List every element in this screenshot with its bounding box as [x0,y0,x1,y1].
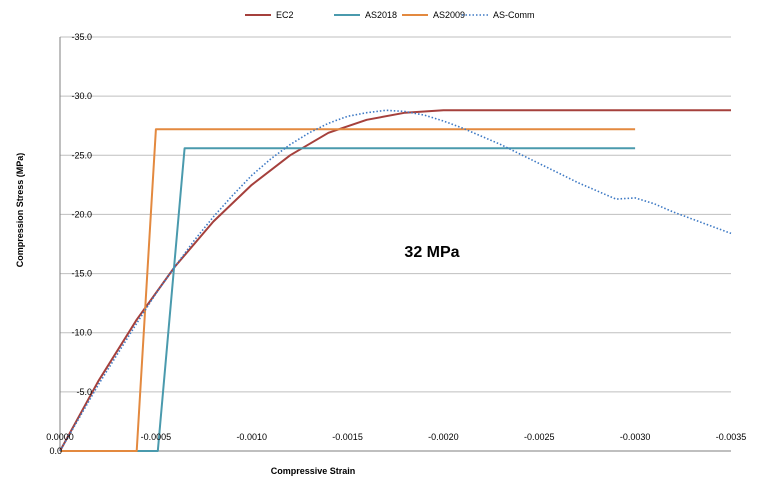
legend-label: AS2018 [365,10,397,20]
gridlines [59,36,731,452]
y-axis-title: Compression Stress (MPa) [15,153,25,268]
x-tick-label: -0.0025 [524,432,555,442]
y-tick-label: 0.0 [49,446,62,456]
series-layer [59,109,732,452]
y-tick-label: -25.0 [71,150,92,160]
legend-label: AS-Comm [493,10,535,20]
y-tick-label: -30.0 [71,91,92,101]
legend: EC2 AS2018 AS2009 AS-Comm [245,10,535,20]
y-axis-ticks: 0.0 -5.0 -10.0 -15.0 -20.0 -25.0 -30.0 -35.0 [49,32,92,456]
x-axis-ticks: 0.0000 -0.0005 -0.0010 -0.0015 -0.0020 -0.002… [46,432,746,442]
y-tick-label: -10.0 [71,328,92,338]
legend-label: AS2009 [433,10,465,20]
series-line-as-comm [59,109,732,452]
x-tick-label: 0.0000 [46,432,74,442]
x-tick-label: -0.0010 [236,432,267,442]
x-tick-label: -0.0020 [428,432,459,442]
x-tick-label: -0.0030 [620,432,651,442]
x-tick-label: -0.0015 [332,432,363,442]
legend-label: EC2 [276,10,294,20]
series-line-as2009 [60,128,636,452]
y-tick-label: -15.0 [71,269,92,279]
y-tick-label: -35.0 [71,32,92,42]
chart-annotation: 32 MPa [404,244,459,261]
series-line-ec2 [59,109,731,452]
x-tick-label: -0.0035 [716,432,747,442]
x-tick-label: -0.0005 [141,432,172,442]
x-axis-title: Compressive Strain [271,466,356,476]
y-tick-label: -20.0 [71,209,92,219]
y-tick-label: -5.0 [76,387,92,397]
